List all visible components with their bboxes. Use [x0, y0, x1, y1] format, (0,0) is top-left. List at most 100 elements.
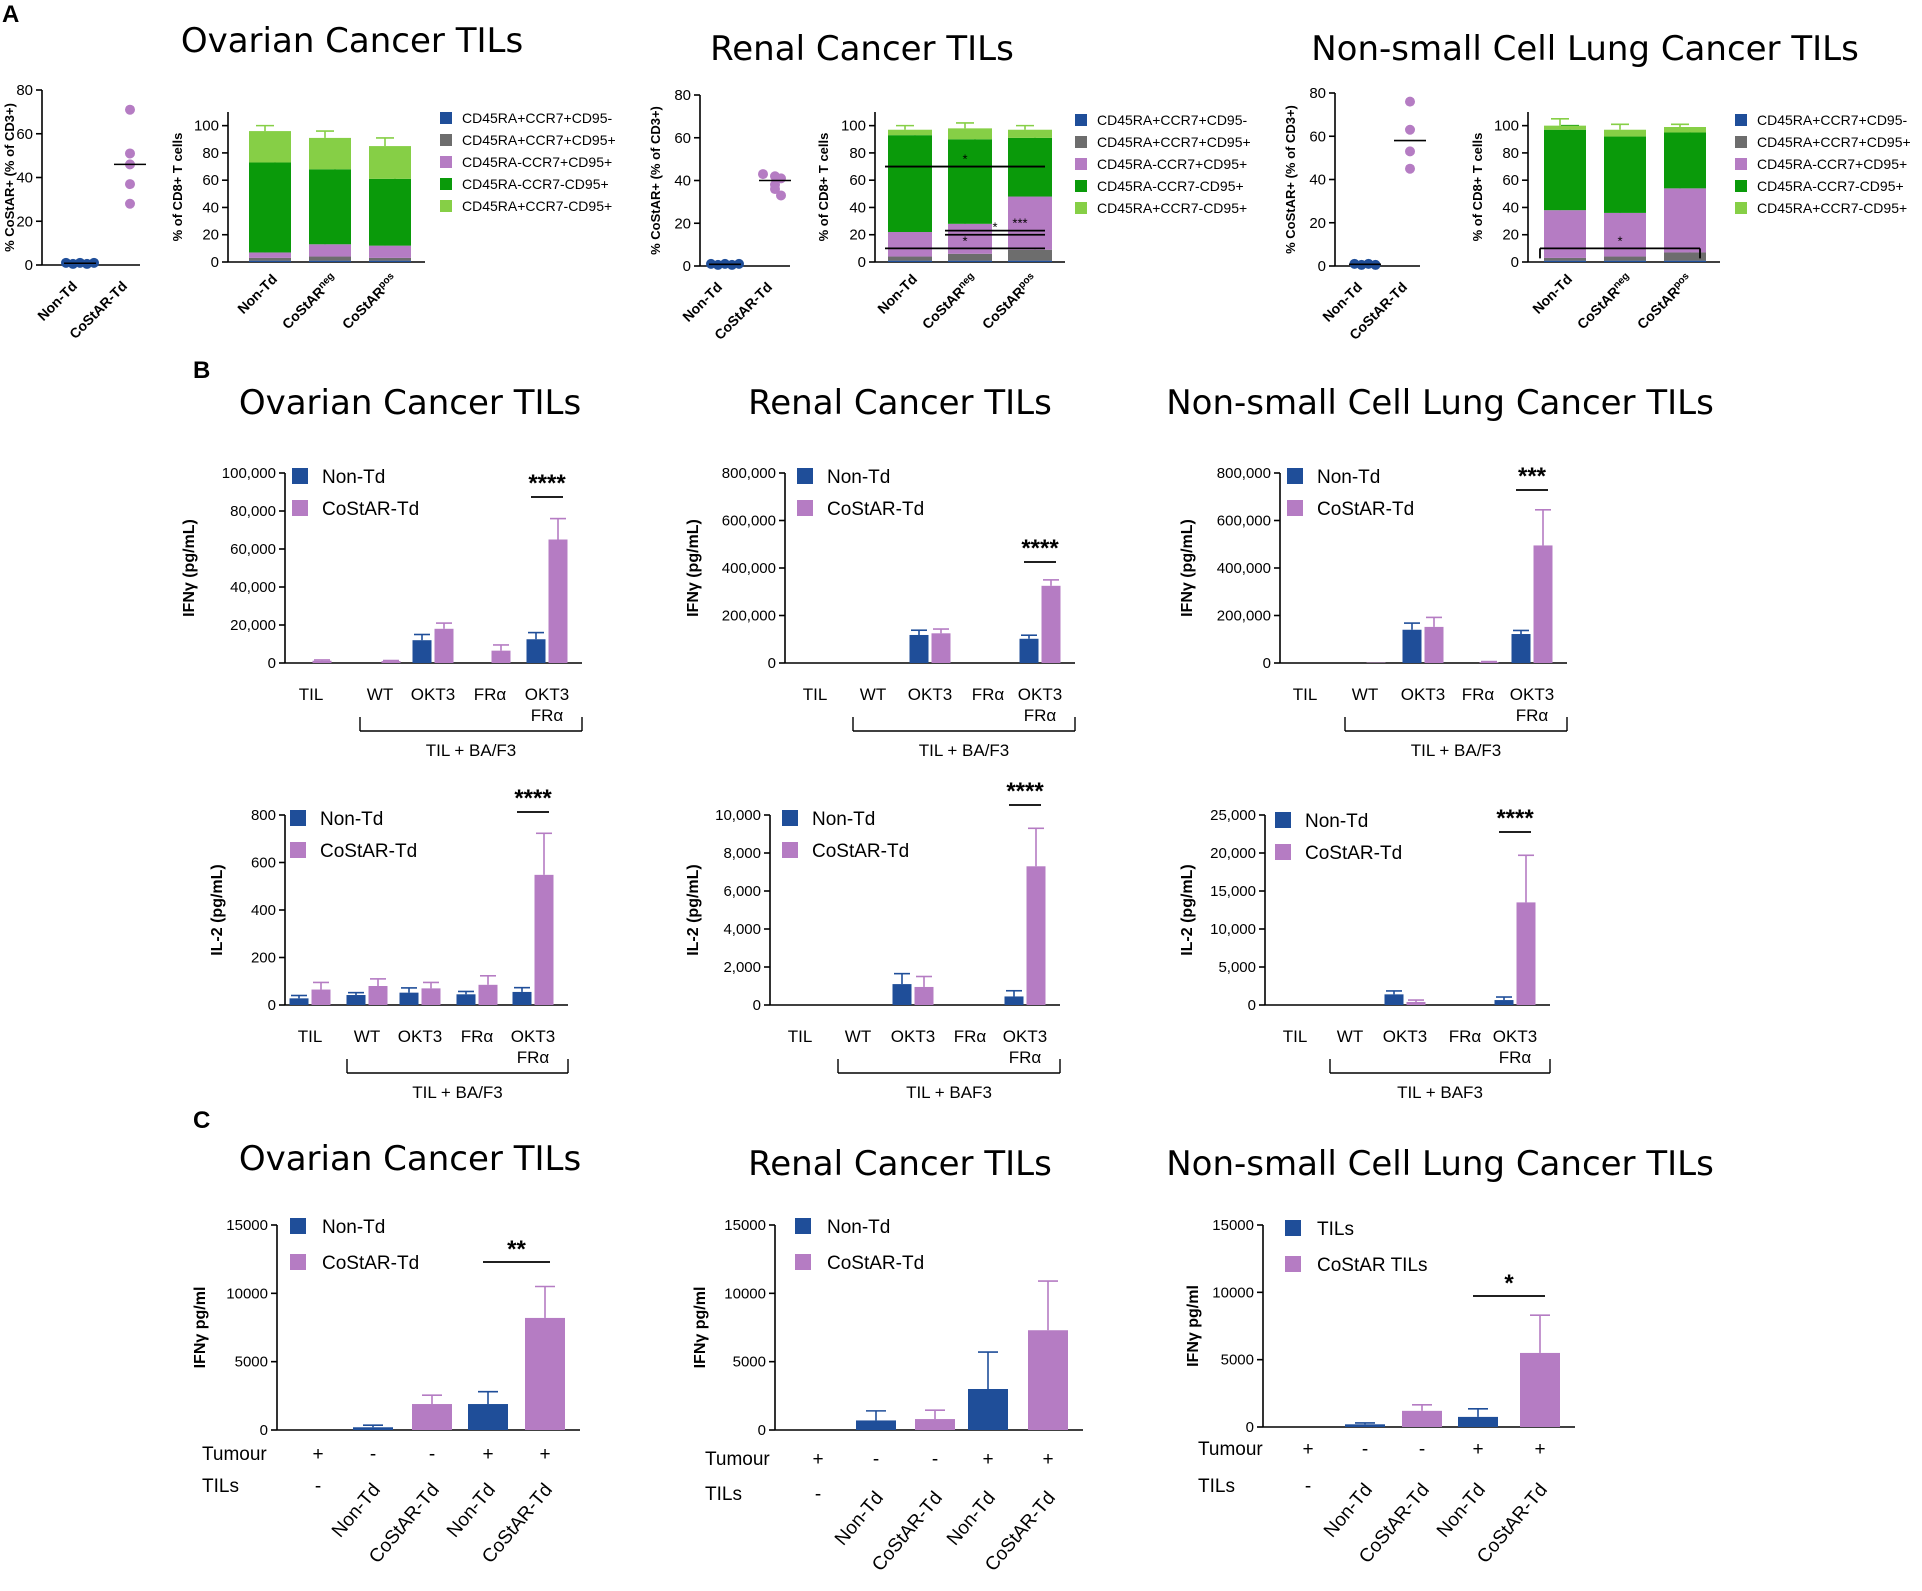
chart-b4-x-label: OKT3 — [511, 1027, 555, 1046]
chart-b2-legend-label: CoStAR-Td — [827, 499, 924, 520]
chart-a6-x-label: CoStARpos — [1633, 270, 1695, 332]
chart-a4-y-tick-label: 20 — [849, 227, 866, 244]
chart-b2-x-label: TIL — [803, 685, 828, 704]
chart-b4-bar — [456, 994, 476, 1005]
chart-a2-segment — [369, 260, 411, 262]
chart-a4-segment — [1008, 196, 1052, 250]
chart-b2-y-tick-label: 400,000 — [722, 560, 776, 577]
chart-b2-bar — [1041, 585, 1061, 663]
chart-a4-x-label: Non-Td — [874, 271, 920, 317]
chart-c1-legend-label: CoStAR-Td — [322, 1253, 419, 1274]
chart-c2-tumour-value: + — [982, 1449, 993, 1470]
chart-b4-bar — [421, 988, 441, 1005]
chart-c3-y-tick-label: 10000 — [1212, 1284, 1254, 1301]
chart-a2-y-label: % of CD8+ T cells — [170, 133, 185, 242]
chart-a6-legend-label: CD45RA-CCR7+CD95+ — [1757, 156, 1907, 172]
chart-a4-legend-label: CD45RA+CCR7+CD95- — [1097, 112, 1248, 128]
title-c-renal: Renal Cancer TILs — [748, 1144, 1052, 1184]
chart-a4-legend-label: CD45RA+CCR7+CD95+ — [1097, 134, 1251, 150]
chart-a2-y-tick-label: 20 — [202, 227, 219, 244]
chart-b3-x-label: FRα — [1462, 685, 1495, 704]
chart-a3-point — [770, 184, 780, 195]
chart-b4-y-tick-label: 600 — [251, 855, 276, 872]
chart-a6-segment — [1604, 212, 1646, 257]
chart-a6-legend-swatch — [1735, 158, 1747, 170]
chart-a3-point — [758, 169, 768, 180]
chart-b1-legend-swatch — [292, 468, 308, 484]
chart-a2-y-tick-label: 100 — [194, 118, 219, 135]
chart-c3-legend-label: CoStAR TILs — [1317, 1255, 1428, 1276]
chart-c3-row-label: TILs — [1198, 1476, 1235, 1497]
chart-c2-tumour-value: - — [932, 1449, 938, 1470]
title-a-ovarian: Ovarian Cancer TILs — [181, 21, 523, 61]
chart-a6-segment — [1604, 129, 1646, 137]
chart-b4-y-tick-label: 800 — [251, 807, 276, 824]
chart-a4-x-label: CoStARneg — [918, 270, 980, 332]
chart-a2-legend-swatch — [440, 156, 452, 168]
chart-b4-x-label: OKT3 — [398, 1027, 442, 1046]
chart-a4-legend-swatch — [1075, 202, 1087, 214]
chart-a1-point — [125, 104, 135, 115]
chart-c3-y-label: IFNγ pg/ml — [1185, 1285, 1202, 1367]
chart-b3-group-label: TIL + BA/F3 — [1411, 741, 1502, 760]
chart-b5-legend-swatch — [782, 842, 798, 858]
chart-c3-bar — [1402, 1410, 1442, 1427]
chart-a3-y-tick-label: 60 — [674, 130, 691, 147]
chart-c2-y-tick-label: 0 — [758, 1422, 766, 1439]
chart-b3-bar — [1533, 545, 1553, 663]
chart-c2-bar — [856, 1420, 896, 1430]
chart-b6-y-tick-label: 20,000 — [1210, 845, 1256, 862]
chart-c3-legend-label: TILs — [1317, 1219, 1354, 1240]
chart-a6-legend-label: CD45RA+CCR7+CD95+ — [1757, 134, 1911, 150]
chart-b1-y-tick-label: 100,000 — [222, 465, 276, 482]
chart-b3-bar — [1511, 634, 1531, 663]
chart-a4-segment — [888, 129, 932, 136]
chart-a6-y-tick-label: 80 — [1502, 145, 1519, 162]
chart-b5-x-label: FRα — [1009, 1048, 1042, 1067]
chart-b2-x-label: WT — [860, 685, 886, 704]
chart-b5-x-label: OKT3 — [891, 1027, 935, 1046]
chart-b4-bar — [478, 984, 498, 1005]
chart-c1-legend-swatch — [290, 1218, 306, 1234]
chart-b1-x-label: TIL — [299, 685, 324, 704]
chart-c1-tumour-value: + — [312, 1444, 323, 1465]
chart-b3-sig-label: *** — [1518, 463, 1547, 490]
chart-c1-y-label: IFNγ pg/ml — [192, 1287, 209, 1369]
chart-c2-row-label: Tumour — [705, 1449, 770, 1470]
chart-c1-tumour-value: + — [539, 1444, 550, 1465]
chart-c2-tumour-value: + — [812, 1449, 823, 1470]
chart-b4-y-tick-label: 0 — [268, 997, 276, 1014]
chart-a6-segment — [1664, 132, 1706, 189]
chart-b3-y-tick-label: 400,000 — [1217, 560, 1271, 577]
chart-c3-tumour-value: + — [1472, 1439, 1483, 1460]
chart-a4-segment — [1008, 129, 1052, 138]
chart-b1-bar — [381, 661, 401, 663]
chart-c1-y-tick-label: 10000 — [226, 1285, 268, 1302]
chart-c1-sig-label: ** — [507, 1236, 526, 1263]
chart-b6-x-label: OKT3 — [1383, 1027, 1427, 1046]
chart-a4-segment — [948, 253, 992, 261]
chart-a4-segment — [888, 256, 932, 261]
chart-a2-legend-swatch — [440, 112, 452, 124]
chart-a5-y-tick-label: 20 — [1309, 215, 1326, 232]
chart-b6-x-label: TIL — [1283, 1027, 1308, 1046]
chart-b2-bar — [1019, 638, 1039, 663]
chart-c1-y-tick-label: 0 — [260, 1422, 268, 1439]
chart-a2-segment — [249, 257, 291, 261]
chart-b4-y-label: IL-2 (pg/mL) — [209, 864, 226, 956]
chart-c3-tumour-value: - — [1362, 1439, 1368, 1460]
chart-a2-y-tick-label: 60 — [202, 172, 219, 189]
chart-b1-y-tick-label: 20,000 — [230, 617, 276, 634]
chart-b3-x-label: OKT3 — [1401, 685, 1445, 704]
chart-b6-y-tick-label: 10,000 — [1210, 921, 1256, 938]
chart-a4-y-tick-label: 60 — [849, 172, 866, 189]
chart-a5-y-label: % CoStAR+ (% of CD3+) — [1283, 105, 1298, 254]
chart-c3-tumour-value: - — [1419, 1439, 1425, 1460]
chart-b3-y-tick-label: 0 — [1263, 655, 1271, 672]
chart-c1-row-label: Tumour — [202, 1444, 267, 1465]
chart-c3-legend-swatch — [1285, 1220, 1301, 1236]
chart-a4-y-label: % of CD8+ T cells — [816, 133, 831, 242]
chart-a6-y-tick-label: 100 — [1494, 118, 1519, 135]
chart-c2-legend-label: CoStAR-Td — [827, 1253, 924, 1274]
